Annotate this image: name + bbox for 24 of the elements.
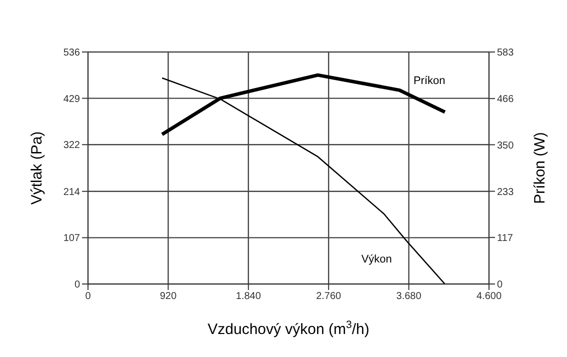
x-tick-label: 2.760 [316, 291, 342, 302]
y-tick-label: 107 [63, 233, 80, 244]
series-label: Príkon [413, 75, 446, 88]
x-tick-label: 0 [85, 291, 92, 302]
y-tick-label: 322 [63, 140, 80, 152]
y-tick-label: 429 [63, 94, 80, 105]
x-tick-label: 4.600 [476, 291, 502, 302]
line-series [161, 77, 446, 284]
y-axis-title: Výtlak (Pa) [28, 131, 46, 205]
y-tick-label: 536 [63, 48, 80, 59]
series-label: Výkon [361, 254, 392, 266]
y2-tick-label: 233 [497, 186, 514, 198]
y-tick-label: 214 [63, 186, 80, 198]
y2-axis-title: Príkon (W) [531, 132, 548, 204]
x-tick-label: 3.680 [396, 291, 422, 302]
y2-tick-label: 350 [497, 140, 514, 152]
y2-tick-label: 583 [497, 48, 514, 59]
x-tick-label: 920 [160, 291, 177, 302]
x-tick-label: 1.840 [236, 291, 262, 302]
y2-tick-label: 466 [497, 94, 514, 106]
y2-tick-label: 117 [497, 232, 514, 244]
y-tick-label: 0 [74, 280, 80, 291]
y2-tick-label: 0 [497, 280, 503, 291]
x-axis-title: Vzduchový výkon (m$^{3}$/h) [208, 319, 370, 338]
